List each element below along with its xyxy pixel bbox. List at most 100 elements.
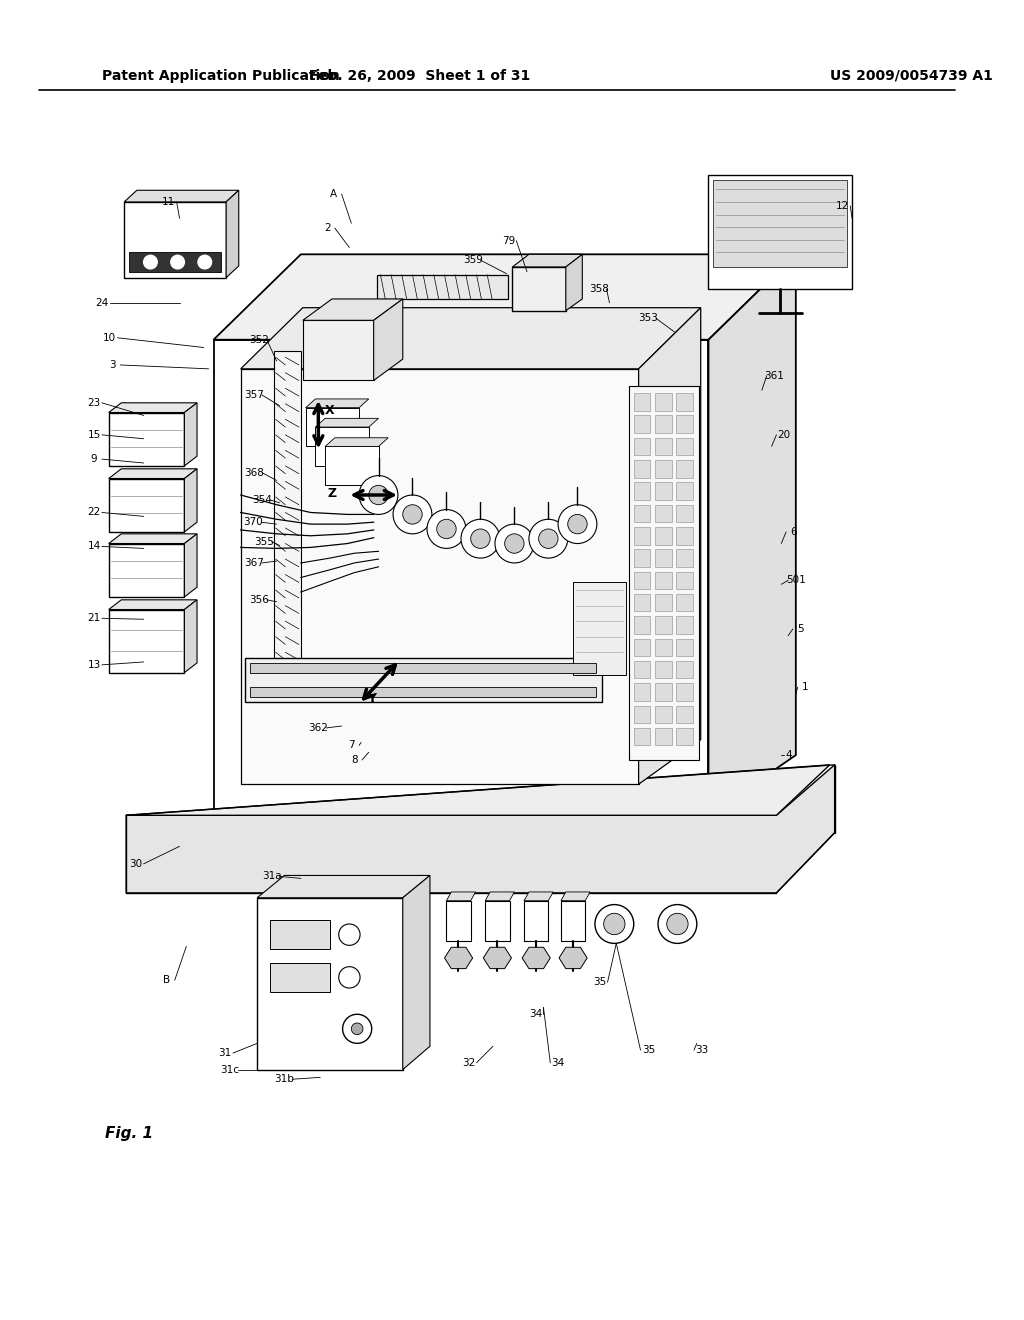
Bar bbox=[677, 572, 693, 589]
Bar bbox=[677, 393, 693, 411]
Text: 355: 355 bbox=[254, 537, 273, 546]
Polygon shape bbox=[184, 533, 197, 597]
Text: 7: 7 bbox=[348, 741, 354, 750]
Polygon shape bbox=[315, 418, 379, 428]
Circle shape bbox=[539, 529, 558, 548]
Text: 32: 32 bbox=[462, 1057, 475, 1068]
Text: 15: 15 bbox=[87, 430, 100, 440]
Bar bbox=[251, 663, 596, 673]
Bar bbox=[634, 572, 650, 589]
Polygon shape bbox=[226, 190, 239, 277]
Polygon shape bbox=[559, 948, 587, 969]
Polygon shape bbox=[241, 308, 700, 368]
Circle shape bbox=[558, 504, 597, 544]
Bar bbox=[634, 639, 650, 656]
Polygon shape bbox=[512, 255, 583, 267]
Text: Z: Z bbox=[328, 487, 337, 499]
Circle shape bbox=[171, 255, 184, 269]
Polygon shape bbox=[126, 764, 829, 816]
Bar bbox=[655, 482, 672, 500]
Polygon shape bbox=[214, 255, 796, 339]
Circle shape bbox=[505, 533, 524, 553]
Polygon shape bbox=[109, 610, 184, 673]
Polygon shape bbox=[109, 479, 184, 532]
Circle shape bbox=[198, 255, 212, 269]
Bar bbox=[677, 639, 693, 656]
Text: 9: 9 bbox=[91, 454, 97, 465]
Text: 14: 14 bbox=[87, 541, 100, 552]
Bar bbox=[655, 527, 672, 545]
Bar bbox=[446, 900, 471, 941]
Text: 358: 358 bbox=[589, 284, 608, 294]
Polygon shape bbox=[522, 948, 550, 969]
Bar bbox=[634, 527, 650, 545]
Text: 35: 35 bbox=[593, 977, 606, 987]
Polygon shape bbox=[257, 898, 402, 1069]
Circle shape bbox=[369, 486, 388, 504]
Text: 6: 6 bbox=[791, 527, 798, 537]
Polygon shape bbox=[214, 339, 709, 816]
Circle shape bbox=[359, 475, 398, 515]
Bar bbox=[677, 706, 693, 723]
Text: 4: 4 bbox=[785, 750, 793, 760]
Bar bbox=[655, 661, 672, 678]
Bar bbox=[677, 549, 693, 566]
Text: Fig. 1: Fig. 1 bbox=[104, 1126, 153, 1140]
Circle shape bbox=[604, 913, 625, 935]
Text: 31c: 31c bbox=[220, 1064, 240, 1074]
Polygon shape bbox=[109, 403, 197, 413]
Bar bbox=[524, 900, 548, 941]
Polygon shape bbox=[524, 892, 553, 900]
Polygon shape bbox=[303, 298, 402, 321]
Text: 35: 35 bbox=[642, 1045, 655, 1055]
Circle shape bbox=[658, 904, 697, 944]
Text: 23: 23 bbox=[87, 397, 100, 408]
Polygon shape bbox=[257, 875, 430, 898]
Text: 34: 34 bbox=[552, 1057, 564, 1068]
Bar bbox=[634, 393, 650, 411]
Circle shape bbox=[343, 1014, 372, 1043]
Text: A: A bbox=[331, 189, 338, 199]
Bar bbox=[655, 594, 672, 611]
Bar bbox=[677, 504, 693, 523]
Bar bbox=[326, 446, 379, 486]
Polygon shape bbox=[326, 438, 388, 446]
Bar bbox=[561, 900, 586, 941]
Polygon shape bbox=[126, 764, 835, 892]
Circle shape bbox=[351, 1023, 362, 1035]
Text: 354: 354 bbox=[252, 495, 272, 504]
Bar bbox=[634, 616, 650, 634]
Bar bbox=[634, 684, 650, 701]
Text: 362: 362 bbox=[308, 723, 329, 733]
Circle shape bbox=[567, 515, 587, 533]
Circle shape bbox=[339, 966, 360, 989]
Bar bbox=[655, 438, 672, 455]
Bar bbox=[714, 180, 847, 267]
Bar bbox=[245, 659, 602, 702]
Bar bbox=[655, 393, 672, 411]
Text: 13: 13 bbox=[87, 660, 100, 669]
Bar bbox=[306, 408, 359, 446]
Polygon shape bbox=[402, 875, 430, 1069]
Text: Y: Y bbox=[368, 692, 376, 705]
Polygon shape bbox=[483, 948, 511, 969]
Text: B: B bbox=[164, 975, 170, 985]
Bar bbox=[677, 527, 693, 545]
Bar bbox=[655, 572, 672, 589]
Bar bbox=[709, 174, 852, 289]
Polygon shape bbox=[109, 413, 184, 466]
Bar bbox=[269, 920, 330, 949]
Bar bbox=[655, 706, 672, 723]
Bar bbox=[677, 594, 693, 611]
Polygon shape bbox=[124, 190, 239, 202]
Bar bbox=[512, 267, 566, 310]
Polygon shape bbox=[303, 321, 374, 380]
Text: 357: 357 bbox=[245, 389, 264, 400]
Circle shape bbox=[461, 519, 500, 558]
Bar bbox=[634, 594, 650, 611]
Bar bbox=[677, 461, 693, 478]
Text: 30: 30 bbox=[129, 859, 142, 869]
Polygon shape bbox=[561, 892, 590, 900]
Bar bbox=[634, 727, 650, 746]
Text: 31b: 31b bbox=[274, 1074, 294, 1084]
